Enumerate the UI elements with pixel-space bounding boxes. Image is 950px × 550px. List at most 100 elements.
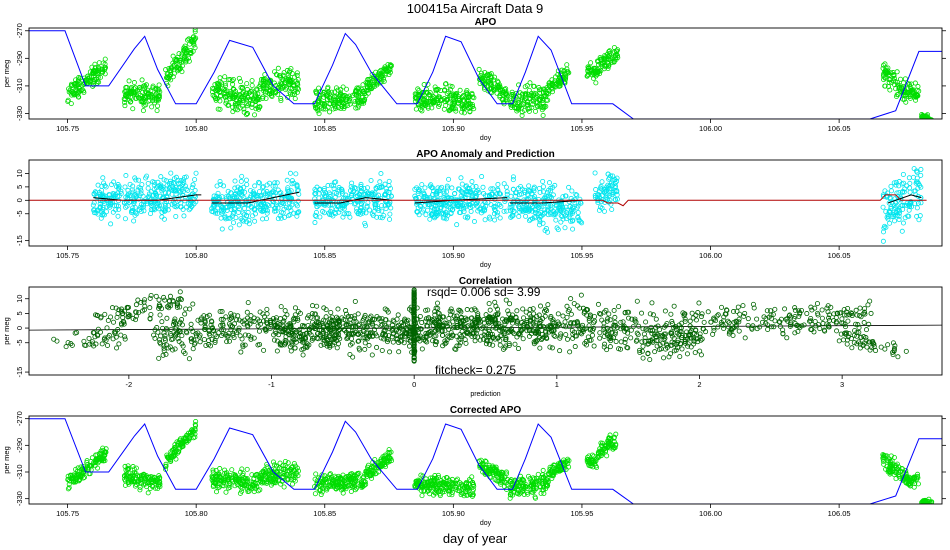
- data-point: [161, 216, 167, 222]
- data-point: [449, 104, 455, 110]
- data-point: [320, 335, 326, 341]
- data-point: [293, 316, 299, 322]
- data-point: [92, 67, 98, 73]
- data-point: [661, 324, 667, 330]
- data-point: [616, 304, 622, 310]
- data-point: [381, 322, 387, 328]
- data-point: [771, 324, 777, 330]
- data-point: [167, 293, 173, 299]
- data-point: [841, 307, 847, 313]
- data-point: [276, 332, 282, 338]
- data-point: [362, 220, 368, 226]
- data-point: [540, 112, 546, 118]
- data-point: [95, 313, 101, 319]
- data-point: [308, 332, 314, 338]
- data-point: [389, 328, 395, 334]
- data-point: [923, 118, 926, 119]
- data-point: [358, 186, 364, 192]
- data-point: [230, 330, 236, 336]
- data-point: [387, 211, 393, 217]
- data-point: [620, 325, 626, 331]
- data-point: [887, 87, 893, 93]
- data-point: [605, 197, 611, 203]
- data-point: [595, 301, 601, 307]
- data-point: [565, 336, 571, 342]
- data-point: [447, 308, 453, 314]
- data-point: [504, 189, 510, 195]
- data-point: [318, 327, 324, 333]
- data-point: [454, 316, 460, 322]
- data-point: [833, 319, 839, 325]
- data-point: [161, 177, 167, 183]
- data-point: [353, 194, 359, 200]
- data-point: [286, 200, 292, 206]
- data-point: [163, 351, 169, 357]
- data-point: [463, 183, 469, 189]
- panel-title: Correlation: [459, 276, 512, 287]
- data-point: [292, 305, 298, 311]
- data-point: [819, 307, 825, 313]
- data-point: [769, 316, 775, 322]
- data-point: [590, 327, 596, 333]
- data-point: [558, 331, 564, 337]
- data-point: [188, 336, 194, 342]
- data-point: [454, 313, 460, 319]
- data-point: [419, 182, 425, 188]
- data-point: [160, 187, 166, 193]
- data-point: [542, 207, 548, 213]
- data-point: [244, 182, 250, 188]
- data-point: [450, 319, 456, 325]
- data-point: [603, 188, 609, 194]
- data-point: [352, 298, 358, 304]
- data-point: [490, 324, 496, 330]
- data-point: [421, 191, 427, 197]
- data-point: [102, 200, 108, 206]
- data-point: [599, 186, 605, 192]
- data-point: [453, 108, 459, 114]
- x-axis-label: doy: [480, 135, 492, 142]
- data-point: [796, 313, 802, 319]
- data-point: [503, 297, 509, 303]
- data-point: [289, 342, 295, 348]
- data-point: [130, 183, 136, 189]
- data-point: [236, 317, 242, 323]
- data-point: [420, 334, 426, 340]
- data-point: [433, 190, 439, 196]
- data-point: [542, 198, 548, 204]
- data-point: [321, 186, 327, 192]
- data-point: [601, 344, 607, 350]
- data-point: [856, 325, 862, 331]
- data-point: [647, 357, 653, 363]
- data-point: [491, 204, 497, 210]
- data-point: [252, 183, 258, 189]
- data-point: [782, 306, 788, 312]
- data-point: [447, 83, 453, 89]
- data-point: [234, 97, 240, 103]
- data-point: [701, 319, 707, 325]
- data-point: [321, 188, 327, 194]
- data-point: [826, 315, 832, 321]
- data-point: [563, 193, 569, 199]
- data-point: [501, 346, 507, 352]
- data-point: [95, 333, 101, 339]
- data-point: [461, 110, 467, 116]
- data-point: [682, 318, 688, 324]
- data-point: [486, 314, 492, 320]
- data-point: [327, 109, 333, 115]
- data-point: [432, 215, 438, 221]
- data-point: [612, 196, 618, 202]
- data-point: [260, 76, 266, 82]
- data-point: [252, 218, 258, 224]
- data-point: [140, 108, 146, 114]
- data-point: [540, 178, 546, 184]
- data-point: [503, 86, 509, 92]
- data-point: [475, 208, 481, 214]
- data-point: [426, 330, 432, 336]
- data-point: [282, 340, 288, 346]
- data-point: [855, 322, 861, 328]
- data-point: [898, 76, 904, 82]
- data-point: [669, 339, 675, 345]
- data-point: [916, 217, 922, 223]
- data-point: [461, 206, 467, 212]
- data-point: [683, 332, 689, 338]
